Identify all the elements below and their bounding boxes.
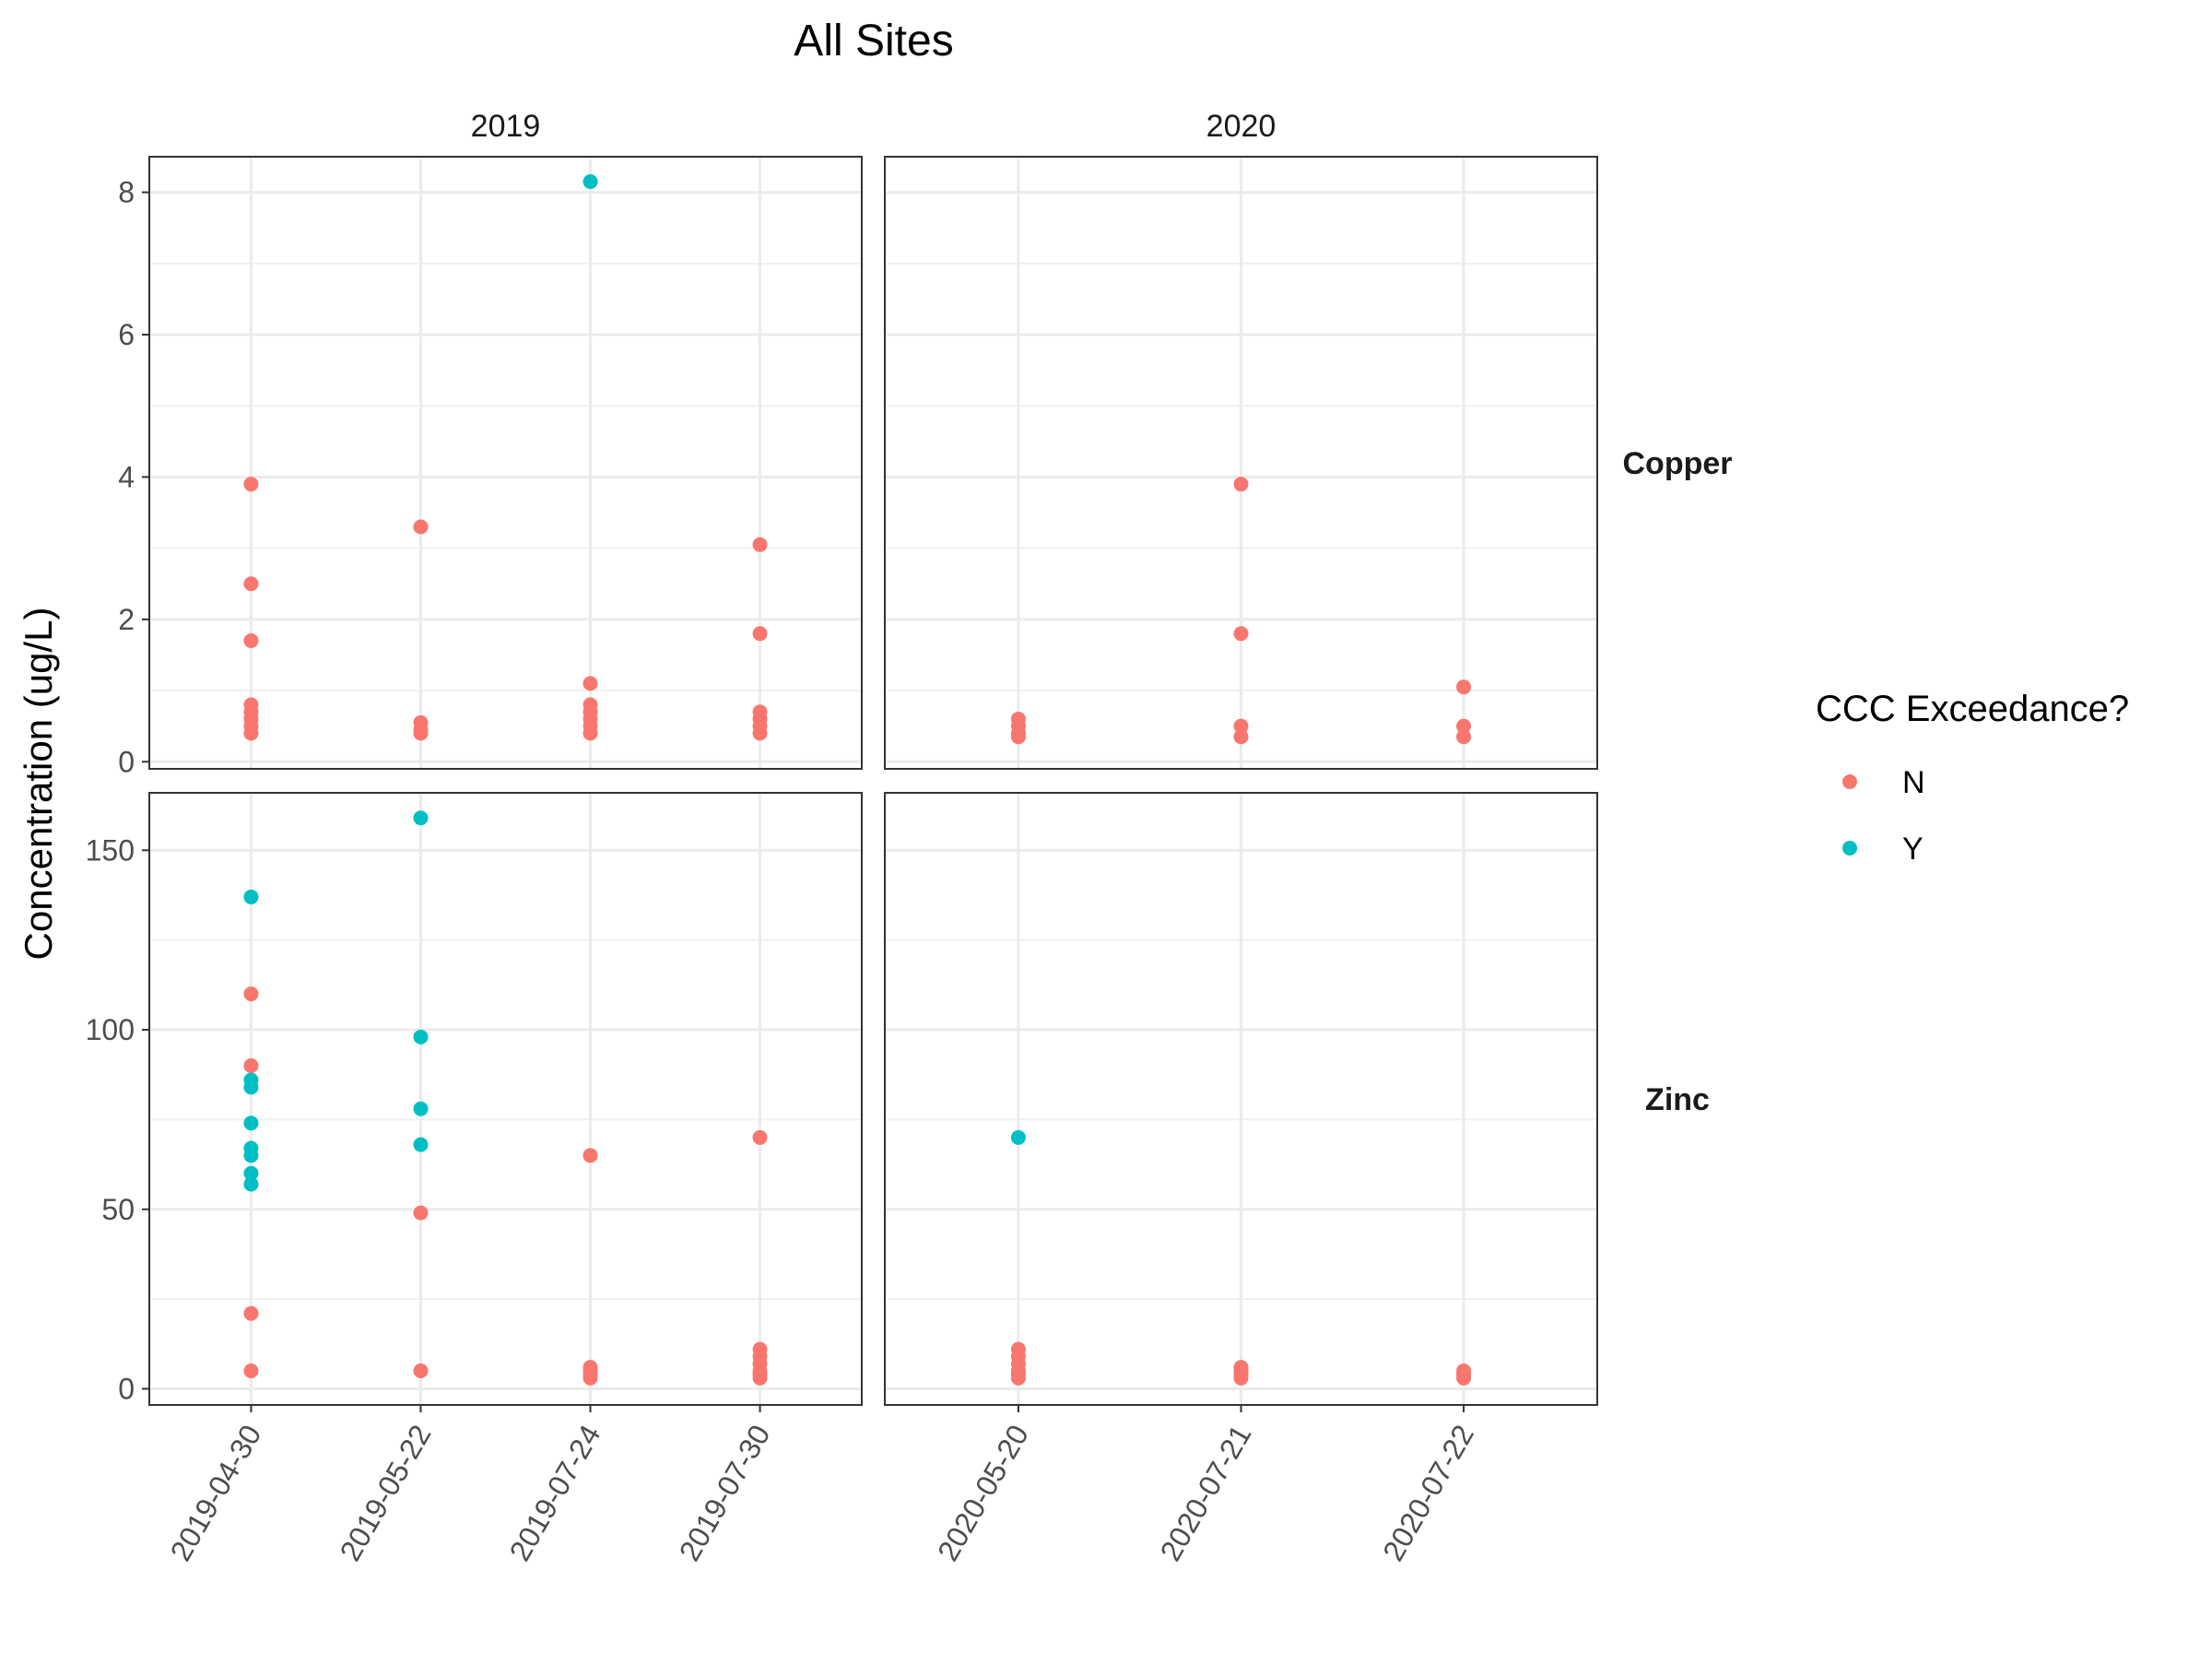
data-point xyxy=(1456,679,1472,695)
data-point xyxy=(1010,1129,1026,1145)
data-point xyxy=(413,1205,429,1221)
data-point xyxy=(1233,477,1249,492)
data-point xyxy=(413,519,429,535)
data-point xyxy=(243,633,259,649)
panel-copper-2020 xyxy=(884,156,1598,770)
x-tick-label: 2020-07-21 xyxy=(1154,1420,1258,1567)
data-point xyxy=(1233,626,1249,642)
x-tick-label: 2020-05-20 xyxy=(931,1420,1035,1567)
y-tick-label: 150 xyxy=(86,833,135,867)
legend-label-N: N xyxy=(1902,765,1925,800)
data-point xyxy=(1233,718,1249,734)
data-point xyxy=(752,1129,768,1145)
data-point xyxy=(1456,729,1472,745)
y-tick-label: 6 xyxy=(118,318,135,351)
data-point xyxy=(752,1370,768,1386)
data-point xyxy=(582,726,598,741)
data-point xyxy=(243,1165,259,1181)
panel-background xyxy=(149,157,862,769)
panel-copper-2019: 0 2 4 6 8 xyxy=(118,156,863,778)
data-point xyxy=(582,174,598,190)
data-point xyxy=(582,1148,598,1163)
data-point xyxy=(413,1029,429,1044)
data-point xyxy=(752,537,768,552)
data-point xyxy=(243,576,259,592)
data-point xyxy=(243,477,259,492)
chart-title: All Sites xyxy=(794,17,953,65)
data-point xyxy=(1010,1370,1026,1386)
legend-title: CCC Exceedance? xyxy=(1816,689,2129,729)
x-tick-label: 2019-05-22 xyxy=(334,1420,438,1567)
facet-strip-zinc: Zinc xyxy=(1645,1082,1710,1117)
data-point xyxy=(413,726,429,741)
data-point xyxy=(413,810,429,826)
facet-strip-copper: Copper xyxy=(1623,446,1733,481)
y-tick-label: 4 xyxy=(118,460,135,493)
y-tick-label: 0 xyxy=(118,1372,135,1405)
panel-zinc-2019: 0 50 100 150 2019-04-30 2019-05-22 2019-07-24 2… xyxy=(86,792,863,1567)
data-point xyxy=(243,726,259,741)
panel-border xyxy=(148,792,863,1406)
y-tick-label: 0 xyxy=(118,745,135,778)
y-tick-label: 8 xyxy=(118,176,135,209)
data-point xyxy=(752,626,768,642)
data-point xyxy=(582,676,598,691)
data-point xyxy=(243,1305,259,1321)
data-point xyxy=(1010,729,1026,745)
x-tick-label: 2019-07-30 xyxy=(673,1420,777,1567)
y-axis-title: Concentration (ug/L) xyxy=(17,608,60,961)
data-point xyxy=(582,1370,598,1386)
data-point xyxy=(243,1176,259,1192)
data-point xyxy=(1456,1370,1472,1386)
panel-zinc-2020: 2020-05-20 2020-07-21 2020-07-22 xyxy=(884,792,1598,1567)
x-tick-label: 2020-07-22 xyxy=(1376,1420,1480,1567)
facet-strip-2020: 2020 xyxy=(1206,109,1277,144)
legend-label-Y: Y xyxy=(1902,832,1924,867)
data-point xyxy=(1233,1370,1249,1386)
y-tick-label: 50 xyxy=(101,1193,135,1226)
data-point xyxy=(752,726,768,741)
data-point xyxy=(413,1101,429,1116)
y-tick-label: 100 xyxy=(86,1013,135,1046)
facet-panels: 2019 2020 Copper Zinc 0 2 4 6 8 0 50 100 150 2019-04-… xyxy=(86,109,1733,1566)
data-point xyxy=(243,1057,259,1073)
data-point xyxy=(1233,729,1249,745)
data-point xyxy=(243,1363,259,1379)
data-point xyxy=(243,1080,259,1095)
legend: CCC Exceedance? NY xyxy=(1816,689,2129,867)
facet-strip-2019: 2019 xyxy=(471,109,541,144)
panel-background xyxy=(149,793,862,1405)
legend-key-N xyxy=(1842,774,1857,789)
data-point xyxy=(413,1137,429,1152)
data-point xyxy=(243,889,259,904)
panel-border xyxy=(884,156,1598,770)
x-tick-label: 2019-04-30 xyxy=(163,1420,267,1567)
x-tick-label: 2019-07-24 xyxy=(503,1420,607,1567)
data-point xyxy=(243,1115,259,1131)
data-point xyxy=(243,986,259,1002)
y-tick-label: 2 xyxy=(118,603,135,636)
data-point xyxy=(1456,718,1472,734)
legend-key-Y xyxy=(1842,841,1857,856)
panel-border xyxy=(148,156,863,770)
data-point xyxy=(243,1148,259,1163)
data-point xyxy=(413,1363,429,1379)
